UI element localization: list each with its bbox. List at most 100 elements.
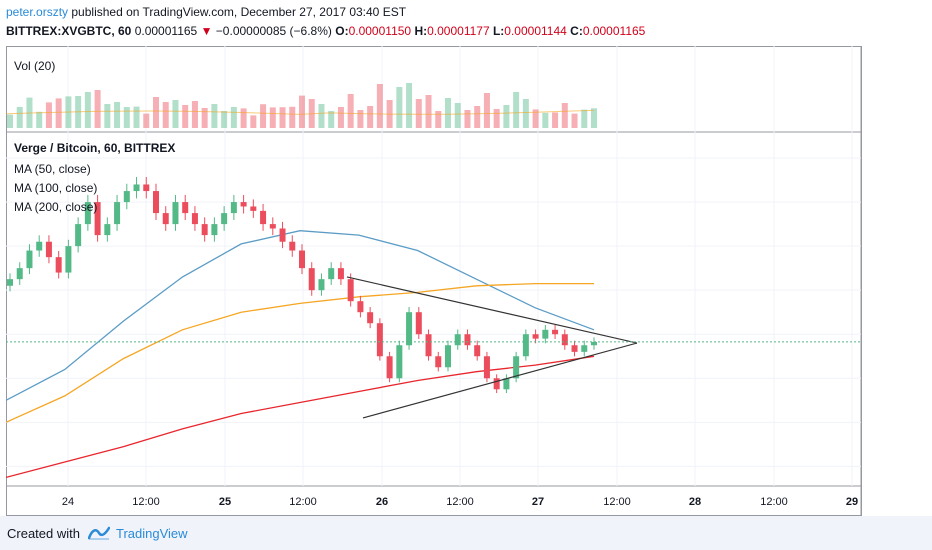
candle-body [289,241,296,251]
candle-body [367,312,374,324]
x-tick-label: 24 [62,496,74,508]
candle-body [308,268,315,291]
candle-body [211,224,218,236]
volume-bar [299,95,305,128]
volume-ma-line [5,109,595,115]
candle-body [16,268,23,280]
candle-body [591,341,597,346]
volume-bar [114,102,121,128]
volume-bar [36,111,43,128]
volume-bar [503,105,510,128]
tradingview-logo-icon[interactable] [87,526,110,540]
volume-bar [591,108,597,128]
candle-body [143,184,150,192]
candle-body [191,213,198,225]
candle-body [425,334,432,357]
legend-ma200: MA (200, close) [14,200,97,214]
candle-body [94,202,101,236]
author-link[interactable]: peter.orszty [6,5,69,19]
volume-bar [532,109,539,128]
volume-bar [396,87,403,128]
volume-bar [561,103,568,128]
close-value: 0.00001165 [582,24,646,38]
candle-body [542,329,549,339]
close-label: C: [570,24,583,38]
candle-body [571,345,578,352]
volume-bar [571,113,578,128]
ma50-line [5,230,595,401]
volume-bar [337,107,344,128]
high-value: 0.00001177 [427,24,490,38]
candle-body [221,213,228,225]
volume-bar [445,98,451,128]
candle-body [435,356,442,368]
x-tick-label: 27 [532,496,544,508]
candle-body [318,279,325,291]
high-label: H: [414,24,428,38]
volume-bar [289,106,296,128]
volume-bar [123,107,130,128]
volume-bar [153,97,159,128]
candle-body [123,191,130,203]
published-text: published on TradingView.com, December 2… [71,5,407,19]
volume-bar [328,111,335,128]
candle-body [7,279,13,286]
volume-bar [211,104,218,128]
volume-bar [318,104,325,128]
volume-bar [581,109,588,128]
candle-body [464,334,471,346]
volume-bar [182,105,189,128]
candle-body [36,241,43,251]
volume-bar [367,106,374,128]
volume-bar [84,92,91,128]
candle-body [493,378,500,390]
upper-trendline [346,276,638,344]
x-tick-label: 25 [219,496,231,508]
candle-body [133,184,140,192]
candle-body [162,213,169,225]
candle-body [454,334,461,346]
volume-bar [522,99,529,128]
volume-bar [162,102,169,128]
volume-bar [435,111,442,128]
ma200-line [5,355,595,479]
volume-bar [94,90,101,128]
candle-body [396,345,403,379]
volume-bar [143,113,150,128]
candle-body [445,345,451,368]
volume-bar [347,94,354,128]
candle-body [347,279,354,302]
candle-body [269,224,276,229]
open-label: O: [335,24,349,38]
candle-body [561,334,568,346]
candle-body [376,323,383,357]
chart-frame[interactable]: 0.000020000.000018000.000016000.00001400… [5,46,932,516]
candle-body [260,210,267,225]
volume-bar [133,106,140,128]
candle-body [279,228,286,242]
tradingview-link[interactable]: TradingView [115,525,188,541]
volume-bar [425,95,432,128]
candle-body [552,329,559,335]
x-tick-label: 28 [689,496,701,508]
x-tick-label: 12:00 [603,496,631,508]
chart-svg[interactable]: 0.000020000.000018000.000016000.00001400… [5,46,932,516]
volume-label: Vol (20) [14,59,55,73]
volume-bar [16,107,23,128]
volume-bar [415,99,422,128]
volume-bar [406,83,413,128]
candle-body [406,312,413,346]
candle-body [45,241,52,258]
candle-body [84,202,91,225]
last-price: 0.00001165 [134,24,198,38]
x-tick-label: 29 [846,496,858,508]
volume-bar [483,93,490,128]
volume-bar [542,112,549,128]
volume-bar [230,107,237,128]
created-with-text: Created with [7,525,80,541]
candle-body [474,345,481,357]
candle-body [55,257,62,273]
candle-body [114,202,121,225]
candle-body [513,356,520,379]
lower-trendline [362,342,638,419]
